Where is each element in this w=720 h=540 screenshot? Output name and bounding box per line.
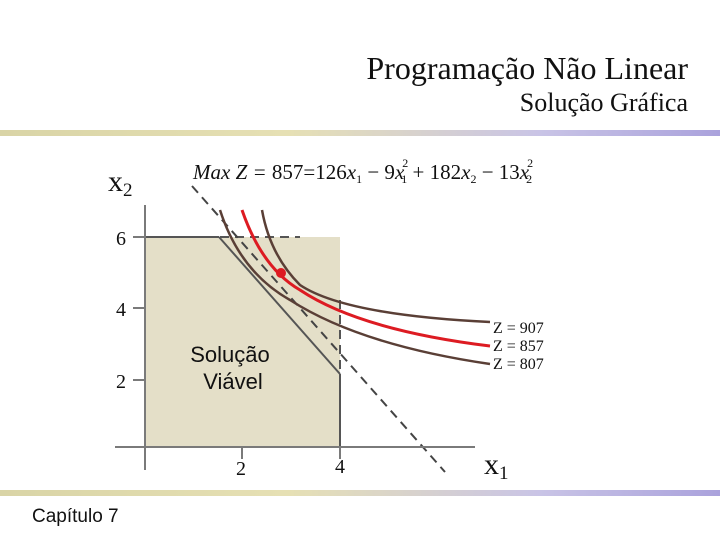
y-tick-label-2: 2 xyxy=(116,371,126,393)
x-axis-label: x1 xyxy=(484,448,509,484)
y-axis-label: x2 xyxy=(108,165,133,201)
iso-label-z-857: Z = 857 xyxy=(493,338,544,355)
iso-curve-z-907 xyxy=(260,209,491,324)
objective-function: Max Z = 857=126x1 − 9x2 1 + 182x2 − 13x2 2 xyxy=(192,156,533,186)
constraint-diagonal-dashed xyxy=(191,185,446,473)
iso-label-z-907: Z = 907 xyxy=(493,320,544,337)
iso-curve-z-807 xyxy=(218,209,491,366)
feasible-region-label-line1: Solução xyxy=(190,342,270,367)
optimal-point xyxy=(276,268,286,278)
y-tick-label-4: 4 xyxy=(116,299,126,321)
x-tick-label-2: 2 xyxy=(236,458,246,480)
feasible-region-label-line2: Viável xyxy=(203,369,263,394)
iso-curve-z-857 xyxy=(240,209,491,348)
constraint-diagonal-segment xyxy=(218,236,341,375)
slide-title: Programação Não Linear xyxy=(366,50,688,86)
x-tick-label-4: 4 xyxy=(335,456,345,478)
chapter-footer: Capítulo 7 xyxy=(32,506,119,527)
top-divider xyxy=(0,130,720,136)
feasible-region xyxy=(145,237,340,447)
bottom-divider xyxy=(0,490,720,496)
y-tick-label-6: 6 xyxy=(116,228,126,250)
iso-label-z-807: Z = 807 xyxy=(493,356,544,373)
slide-subtitle: Solução Gráfica xyxy=(519,88,688,117)
